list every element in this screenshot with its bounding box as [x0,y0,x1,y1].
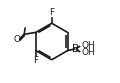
Text: B: B [72,44,79,54]
Text: F: F [49,8,54,17]
Text: OH: OH [81,48,95,57]
Text: O: O [13,35,20,44]
Text: F: F [33,56,38,65]
Text: OH: OH [81,41,95,50]
